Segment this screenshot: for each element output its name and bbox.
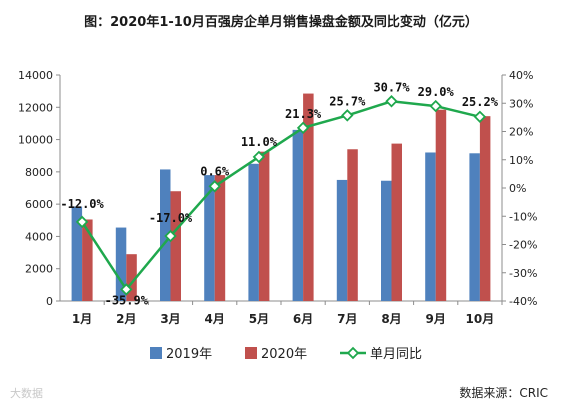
y-right-tick-label: -10%	[509, 210, 537, 223]
x-tick-label: 7月	[337, 312, 357, 326]
y-left-tick-label: 12000	[18, 101, 53, 114]
y-right-tick-label: -30%	[509, 267, 537, 280]
bar-2019年	[115, 227, 127, 301]
data-label: 0.6%	[200, 164, 230, 178]
bar-2019年	[425, 152, 436, 301]
y-left-tick-label: 2000	[25, 263, 53, 276]
bar-2019年	[469, 153, 480, 301]
x-tick-label: 2月	[116, 312, 136, 326]
bar-2020年	[391, 143, 402, 301]
y-right-tick-label: 20%	[509, 126, 533, 139]
bar-2020年	[435, 109, 447, 301]
y-right-tick-label: 10%	[509, 154, 533, 167]
y-left-tick-label: 4000	[25, 230, 53, 243]
data-label: 30.7%	[373, 80, 410, 94]
chart-title: 图：2020年1-10月百强房企单月销售操盘金额及同比变动（亿元）	[84, 15, 478, 30]
data-label: 29.0%	[418, 85, 455, 99]
bar-2020年	[170, 191, 181, 301]
data-label: -12.0%	[60, 197, 104, 211]
x-tick-label: 8月	[381, 312, 401, 326]
legend-label: 2019年	[166, 347, 212, 362]
y-left-tick-label: 8000	[25, 166, 53, 179]
x-tick-label: 5月	[249, 312, 269, 326]
x-tick-label: 6月	[293, 312, 313, 326]
y-left-tick-label: 0	[46, 295, 53, 308]
bar-2020年	[126, 254, 137, 301]
data-label: 25.2%	[462, 95, 499, 109]
y-left-tick-label: 6000	[25, 198, 53, 211]
bar-2020年	[214, 175, 226, 301]
data-label: 25.7%	[329, 94, 366, 108]
y-right-tick-label: 40%	[509, 69, 533, 82]
bar-2020年	[82, 219, 93, 301]
x-tick-label: 10月	[466, 312, 495, 326]
y-right-tick-label: -40%	[509, 295, 537, 308]
data-label: -35.9%	[105, 293, 149, 307]
x-tick-label: 4月	[205, 312, 225, 326]
line-单月同比	[81, 100, 481, 292]
legend-swatch	[245, 347, 257, 359]
bar-2020年	[347, 149, 358, 301]
bar-2019年	[292, 129, 304, 301]
y-left-tick-label: 10000	[18, 134, 53, 147]
y-left-tick-label: 14000	[18, 69, 53, 82]
y-right-tick-label: 0%	[509, 182, 526, 195]
legend-swatch	[150, 347, 162, 359]
bar-2019年	[248, 163, 259, 301]
x-tick-label: 1月	[72, 312, 92, 326]
y-right-tick-label: 30%	[509, 97, 533, 110]
legend-label: 单月同比	[370, 347, 422, 362]
bar-2019年	[204, 175, 215, 301]
line-marker	[341, 109, 354, 122]
data-source: 数据来源：CRIC	[459, 386, 548, 400]
line-marker	[252, 150, 266, 164]
data-label: 21.3%	[285, 107, 322, 121]
bar-2020年	[303, 93, 314, 301]
data-label: -17.0%	[149, 211, 193, 225]
bar-2020年	[258, 151, 270, 301]
x-tick-label: 9月	[426, 312, 446, 326]
watermark: 大数据	[10, 387, 43, 400]
legend-marker	[346, 346, 360, 360]
line-marker	[208, 180, 221, 193]
bar-2019年	[336, 179, 348, 301]
bar-2019年	[381, 180, 392, 301]
data-label: 11.0%	[241, 135, 278, 149]
line-marker	[164, 229, 177, 243]
line-marker	[385, 95, 398, 108]
legend-label: 2020年	[261, 347, 307, 362]
line-marker	[296, 121, 310, 135]
line-marker	[75, 215, 89, 229]
line-marker	[120, 283, 133, 296]
line-marker	[429, 99, 442, 113]
y-right-tick-label: -20%	[509, 239, 537, 252]
line-marker	[473, 110, 487, 124]
bar-2020年	[479, 116, 491, 302]
x-tick-label: 3月	[160, 312, 180, 326]
bar-2019年	[71, 206, 83, 301]
